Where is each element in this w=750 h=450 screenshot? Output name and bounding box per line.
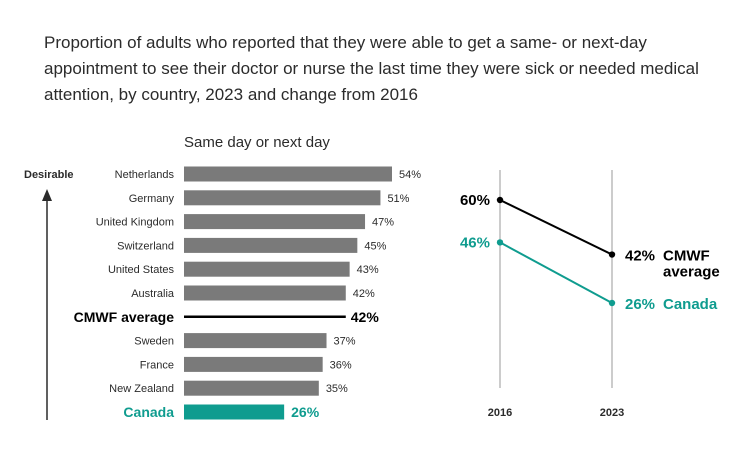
- bar-sweden: [184, 333, 327, 349]
- slope-line-cmwf-average: [499, 199, 613, 256]
- bar-chart-title: Same day or next day: [184, 134, 330, 151]
- series-label-cmwf-average: CMWF: [663, 248, 710, 265]
- category-label-canada: Canada: [123, 404, 174, 420]
- value-label-germany: 51%: [387, 193, 409, 205]
- category-label-new-zealand: New Zealand: [109, 383, 174, 395]
- value-label-united-states: 43%: [357, 264, 379, 276]
- category-label-cmwf-average: CMWF average: [74, 309, 175, 325]
- value-label-switzerland: 45%: [364, 240, 386, 252]
- end-value-cmwf-average: 42%: [625, 248, 655, 265]
- bar-germany: [184, 190, 381, 206]
- series-label-canada: Canada: [663, 296, 718, 313]
- series-label-cmwf-average-line2: average: [663, 264, 720, 281]
- desirable-arrow-head: [42, 189, 52, 201]
- category-label-france: France: [140, 359, 174, 371]
- chart-title: Proportion of adults who reported that t…: [44, 33, 699, 104]
- category-label-sweden: Sweden: [134, 336, 174, 348]
- bar-switzerland: [184, 237, 358, 253]
- bar-chart-panel: Same day or next day Desirable Netherlan…: [24, 134, 421, 420]
- value-label-cmwf-average: 42%: [351, 309, 380, 325]
- value-label-united-kingdom: 47%: [372, 217, 394, 229]
- bar-canada: [184, 404, 285, 420]
- value-label-australia: 42%: [353, 288, 375, 300]
- start-value-cmwf-average: 60%: [460, 192, 490, 209]
- value-label-new-zealand: 35%: [326, 383, 348, 395]
- category-label-australia: Australia: [131, 288, 175, 300]
- point-cmwf-average-2016: [496, 196, 504, 204]
- category-label-united-kingdom: United Kingdom: [96, 217, 174, 229]
- category-label-netherlands: Netherlands: [115, 169, 175, 181]
- value-label-france: 36%: [330, 359, 352, 371]
- bar-new-zealand: [184, 380, 319, 396]
- bar-rows: Netherlands 54% Germany 51% United Kingdom 47…: [74, 166, 421, 420]
- category-label-united-states: United States: [108, 264, 175, 276]
- point-canada-2023: [608, 299, 616, 307]
- slope-line-canada: [499, 241, 613, 304]
- value-label-canada: 26%: [291, 404, 320, 420]
- x-tick-2016: 2016: [488, 407, 512, 419]
- bar-united-kingdom: [184, 214, 366, 230]
- value-label-sweden: 37%: [334, 336, 356, 348]
- x-tick-2023: 2023: [600, 407, 624, 419]
- bar-france: [184, 356, 323, 372]
- category-label-germany: Germany: [129, 193, 175, 205]
- bar-netherlands: [184, 166, 392, 182]
- bar-united-states: [184, 261, 350, 277]
- value-label-netherlands: 54%: [399, 169, 421, 181]
- bar-australia: [184, 285, 346, 301]
- category-label-switzerland: Switzerland: [117, 240, 174, 252]
- point-cmwf-average-2023: [608, 251, 616, 258]
- desirable-axis-label: Desirable: [24, 169, 74, 181]
- start-value-canada: 46%: [460, 234, 490, 251]
- point-canada-2016: [496, 239, 504, 246]
- end-value-canada: 26%: [625, 296, 655, 313]
